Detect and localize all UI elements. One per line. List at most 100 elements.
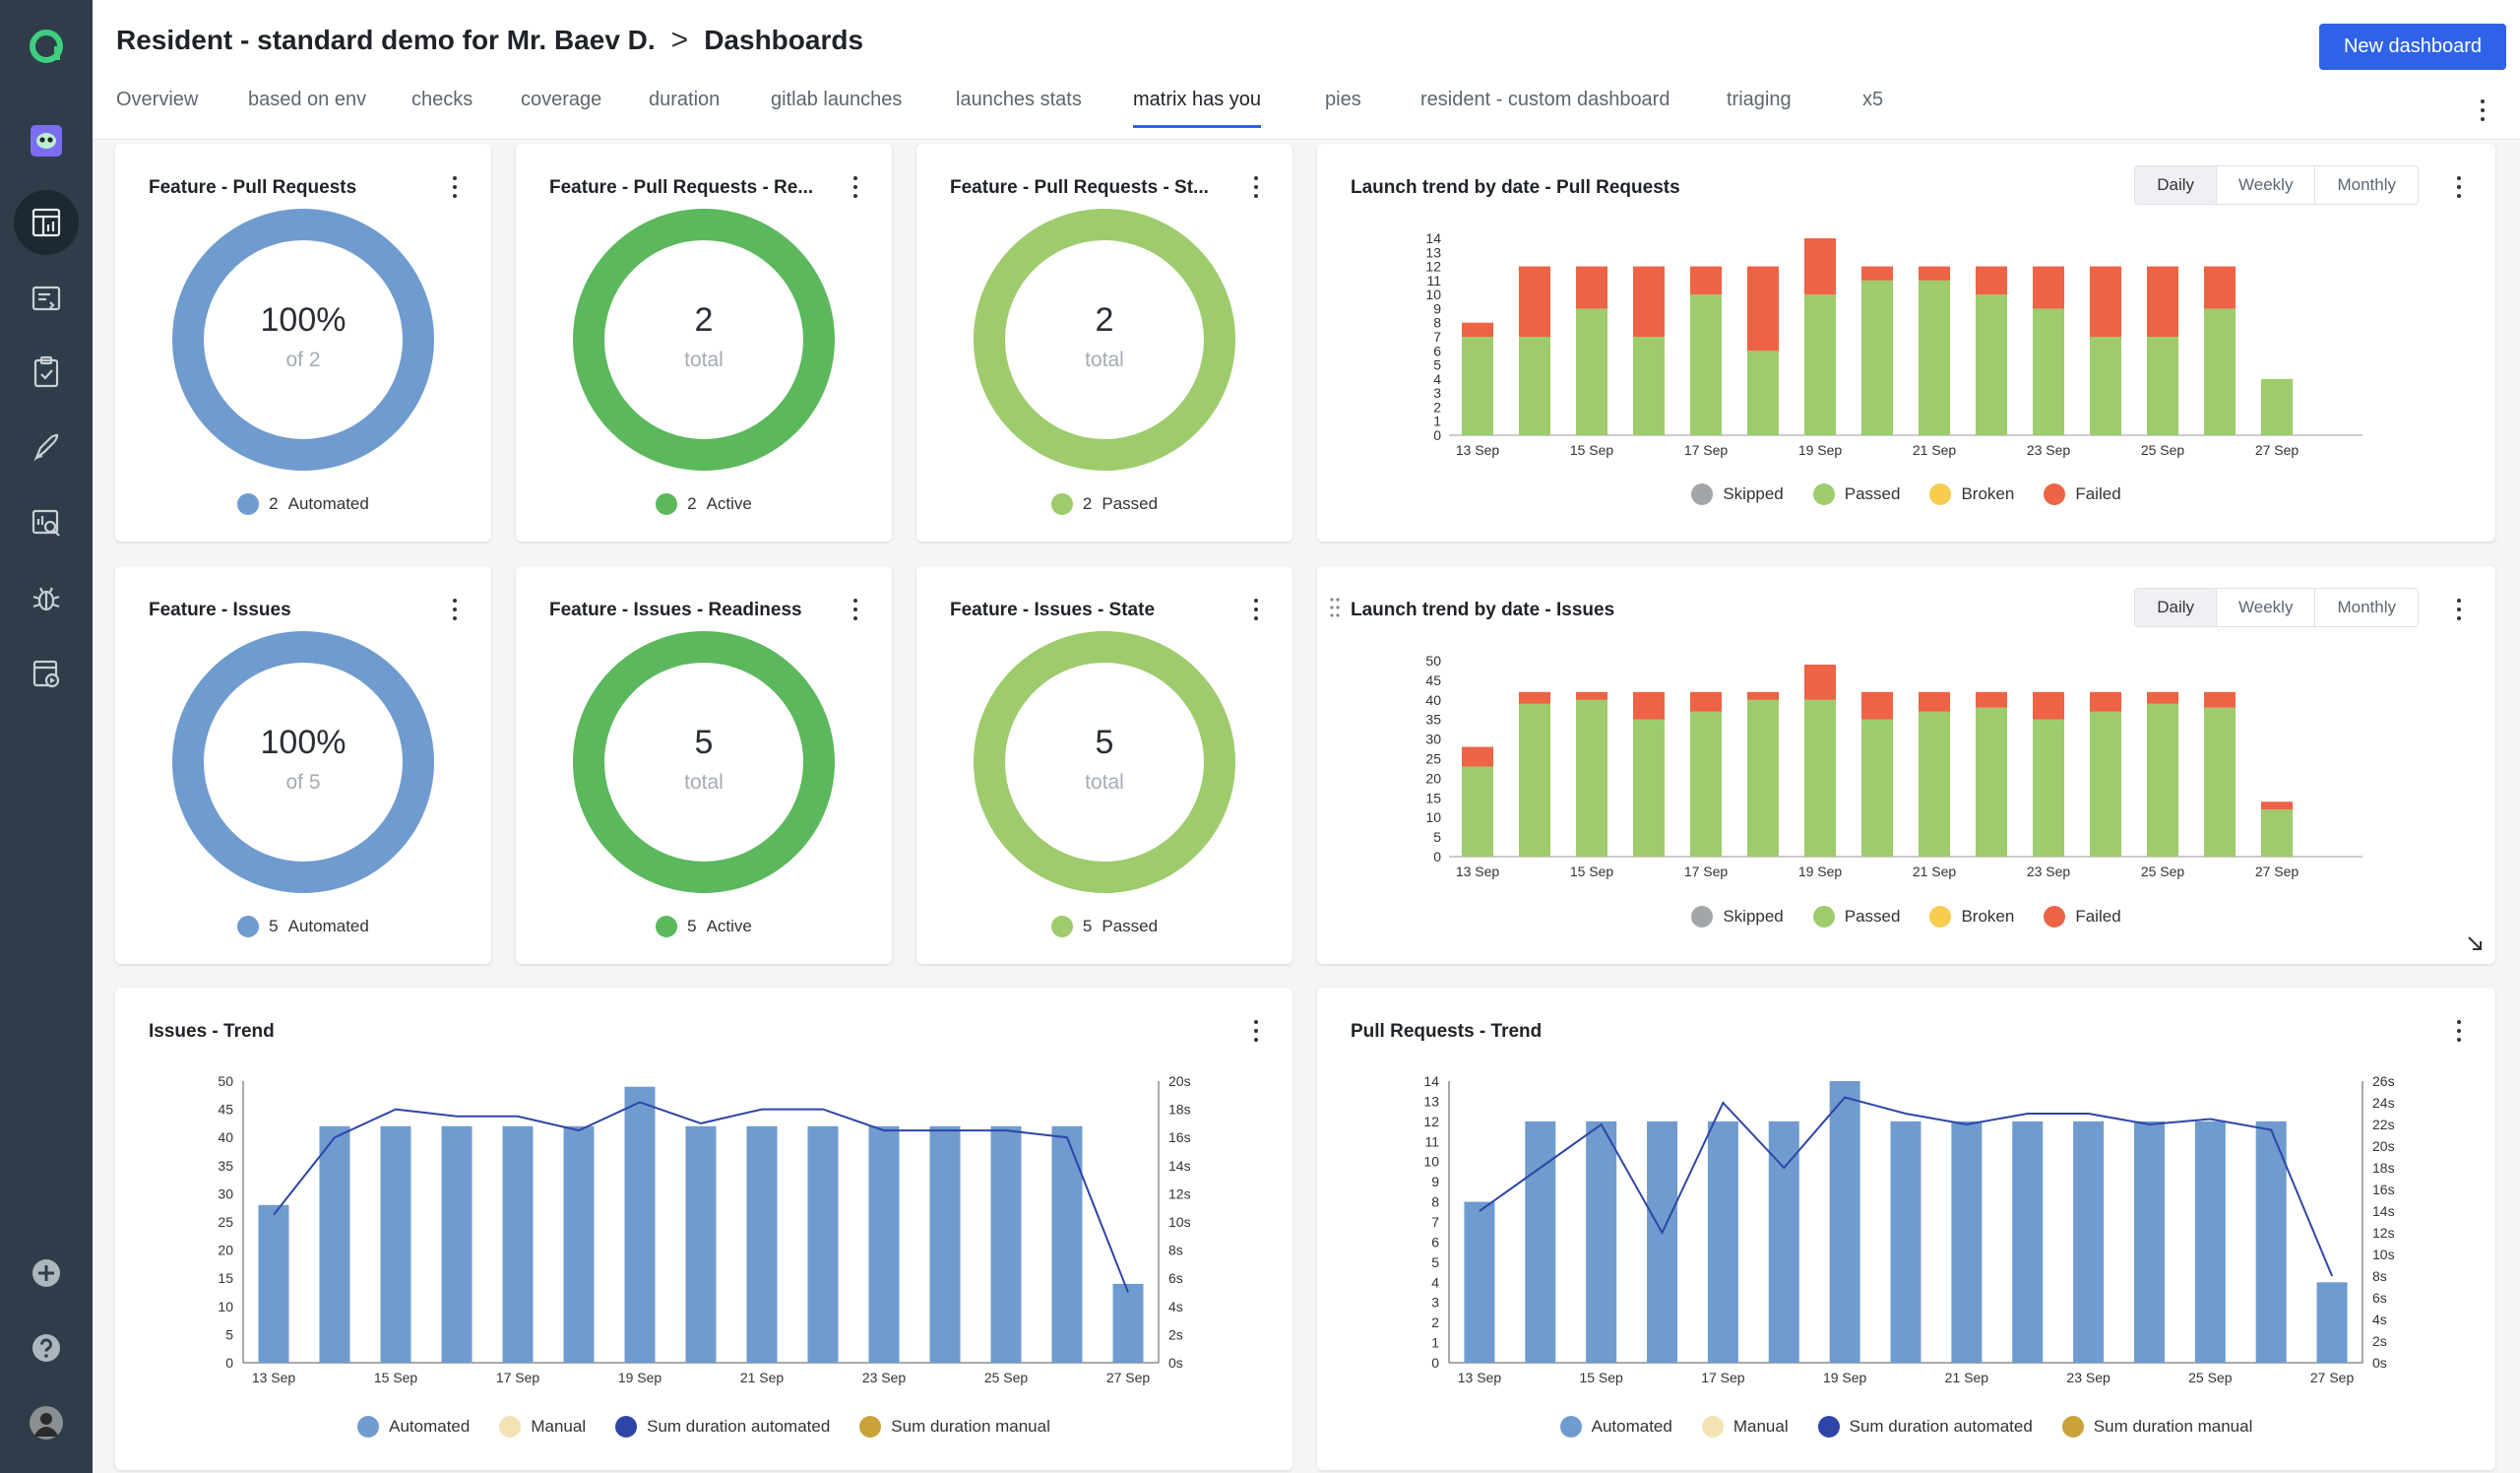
widget-title: Launch trend by date - Issues — [1351, 600, 1615, 620]
donut-value: 5 — [694, 724, 714, 761]
header: Resident - standard demo for Mr. Baev D.… — [93, 0, 2520, 140]
legend-item-broken[interactable]: Broken — [1929, 483, 2014, 505]
donut-legend: 2 Passed — [916, 493, 1292, 515]
widget-menu-icon[interactable] — [1249, 1017, 1263, 1045]
legend-item-automated[interactable]: Automated — [357, 1416, 470, 1438]
legend-item-automated[interactable]: Automated — [1559, 1416, 1672, 1438]
y-tick-label: 50 — [1425, 653, 1441, 669]
line-sum-duration-automated — [273, 1101, 1129, 1293]
period-monthly-button[interactable]: Monthly — [2314, 166, 2418, 204]
legend-item-passed[interactable]: Passed — [1812, 483, 1900, 505]
bar-passed — [2261, 378, 2293, 435]
legend-item-sum-duration-manual[interactable]: Sum duration manual — [859, 1416, 1050, 1438]
tabs-more-menu-icon[interactable] — [2473, 96, 2492, 124]
y2-tick-label: 18s — [2372, 1160, 2395, 1176]
x-tick-label: 23 Sep — [2066, 1370, 2110, 1385]
widget-menu-icon[interactable] — [2452, 1017, 2466, 1045]
period-switch: Daily Weekly Monthly — [2134, 165, 2419, 205]
test-plans-icon[interactable] — [14, 641, 79, 706]
legend-item-failed[interactable]: Failed — [2044, 483, 2121, 505]
bar-passed — [1576, 699, 1607, 857]
tab-triaging[interactable]: triaging — [1727, 89, 1792, 110]
y2-tick-label: 22s — [2372, 1117, 2395, 1132]
y-tick-label: 5 — [225, 1326, 233, 1342]
bar-automated — [1586, 1121, 1617, 1363]
period-daily-button[interactable]: Daily — [2135, 589, 2217, 626]
defects-icon[interactable] — [14, 566, 79, 631]
widget-menu-icon[interactable] — [448, 173, 462, 201]
trend-legend: Automated Manual Sum duration automated … — [1317, 1416, 2495, 1438]
bar-failed — [1861, 266, 1893, 281]
widget-title: Feature - Issues - Readiness — [549, 600, 802, 620]
legend-item-broken[interactable]: Broken — [1929, 906, 2014, 928]
legend-item-passed[interactable]: Passed — [1812, 906, 1900, 928]
widget-menu-icon[interactable] — [1249, 173, 1263, 201]
tab-gitlab-launches[interactable]: gitlab launches — [771, 89, 903, 110]
widget-menu-icon[interactable] — [2452, 173, 2466, 201]
y-tick-label: 1 — [1431, 1335, 1439, 1351]
add-icon[interactable] — [14, 1241, 79, 1306]
legend-item-failed[interactable]: Failed — [2044, 906, 2121, 928]
tab-matrix-has-you[interactable]: matrix has you — [1133, 89, 1262, 128]
project-avatar-icon[interactable] — [14, 108, 79, 173]
y-tick-label: 9 — [1431, 1174, 1439, 1189]
tab-x5[interactable]: x5 — [1862, 89, 1884, 110]
help-icon[interactable] — [14, 1315, 79, 1380]
period-monthly-button[interactable]: Monthly — [2314, 589, 2418, 626]
user-avatar[interactable] — [14, 1390, 79, 1455]
logo-icon[interactable] — [14, 14, 79, 79]
period-daily-button[interactable]: Daily — [2135, 166, 2217, 204]
breadcrumb-project[interactable]: Resident - standard demo for Mr. Baev D. — [116, 25, 656, 55]
tab-overview[interactable]: Overview — [116, 89, 199, 110]
bar-failed — [1747, 691, 1779, 700]
widget-menu-icon[interactable] — [1249, 596, 1263, 623]
widget-menu-icon[interactable] — [849, 173, 862, 201]
widget-pull-requests-trend: Pull Requests - Trend 0 1 2 3 4 5 6 7 8 9 10 11 12 13… — [1317, 988, 2495, 1470]
y-tick-label: 8 — [1431, 1194, 1439, 1210]
x-tick-label: 17 Sep — [496, 1370, 540, 1385]
donut-subtitle: total — [1085, 771, 1124, 794]
y2-tick-label: 26s — [2372, 1073, 2395, 1089]
tab-resident-custom-dashboard[interactable]: resident - custom dashboard — [1420, 89, 1670, 110]
legend-item-sum-duration-manual[interactable]: Sum duration manual — [2061, 1416, 2252, 1438]
widget-menu-icon[interactable] — [448, 596, 462, 623]
y2-tick-label: 14s — [1168, 1158, 1191, 1174]
bar-automated — [2012, 1121, 2044, 1363]
tab-pies[interactable]: pies — [1325, 89, 1361, 110]
analytics-icon[interactable] — [14, 490, 79, 555]
y-tick-label: 4 — [1433, 371, 1441, 387]
tab-launches-stats[interactable]: launches stats — [956, 89, 1082, 110]
dashboards-icon[interactable] — [14, 190, 79, 255]
new-dashboard-button[interactable]: New dashboard — [2319, 24, 2506, 70]
tab-coverage[interactable]: coverage — [521, 89, 602, 110]
drag-handle-icon[interactable] — [1329, 596, 1341, 619]
legend-item-manual[interactable]: Manual — [1701, 1416, 1789, 1438]
widget-feature-pull-requests: Feature - Pull Requests 100% of 2 2 Auto… — [115, 144, 491, 542]
jobs-icon[interactable] — [14, 416, 79, 480]
widget-menu-icon[interactable] — [849, 596, 862, 623]
legend-item-sum-duration-automated[interactable]: Sum duration automated — [1817, 1416, 2033, 1438]
period-weekly-button[interactable]: Weekly — [2216, 166, 2314, 204]
bar-automated — [380, 1125, 411, 1363]
donut-value: 100% — [260, 301, 346, 339]
tab-checks[interactable]: checks — [411, 89, 473, 110]
launches-icon[interactable] — [14, 266, 79, 331]
trend-legend: Automated Manual Sum duration automated … — [115, 1416, 1292, 1438]
widget-menu-icon[interactable] — [2452, 596, 2466, 623]
legend-item-sum-duration-automated[interactable]: Sum duration automated — [615, 1416, 830, 1438]
resize-handle-icon[interactable] — [2466, 934, 2484, 952]
legend-item-skipped[interactable]: Skipped — [1691, 483, 1784, 505]
y2-tick-label: 8s — [2372, 1268, 2387, 1284]
legend-item-manual[interactable]: Manual — [499, 1416, 586, 1438]
bar-automated — [319, 1125, 350, 1363]
tab-duration[interactable]: duration — [649, 89, 721, 110]
legend-item-skipped[interactable]: Skipped — [1691, 906, 1784, 928]
y2-tick-label: 4s — [1168, 1299, 1183, 1314]
y-tick-label: 30 — [1425, 732, 1441, 747]
test-cases-icon[interactable] — [14, 340, 79, 405]
period-weekly-button[interactable]: Weekly — [2216, 589, 2314, 626]
tab-based-on-env[interactable]: based on env — [248, 89, 367, 110]
bar-passed — [1976, 707, 2007, 857]
widget-title: Feature - Pull Requests — [149, 177, 357, 198]
legend-swatch — [1050, 493, 1073, 515]
